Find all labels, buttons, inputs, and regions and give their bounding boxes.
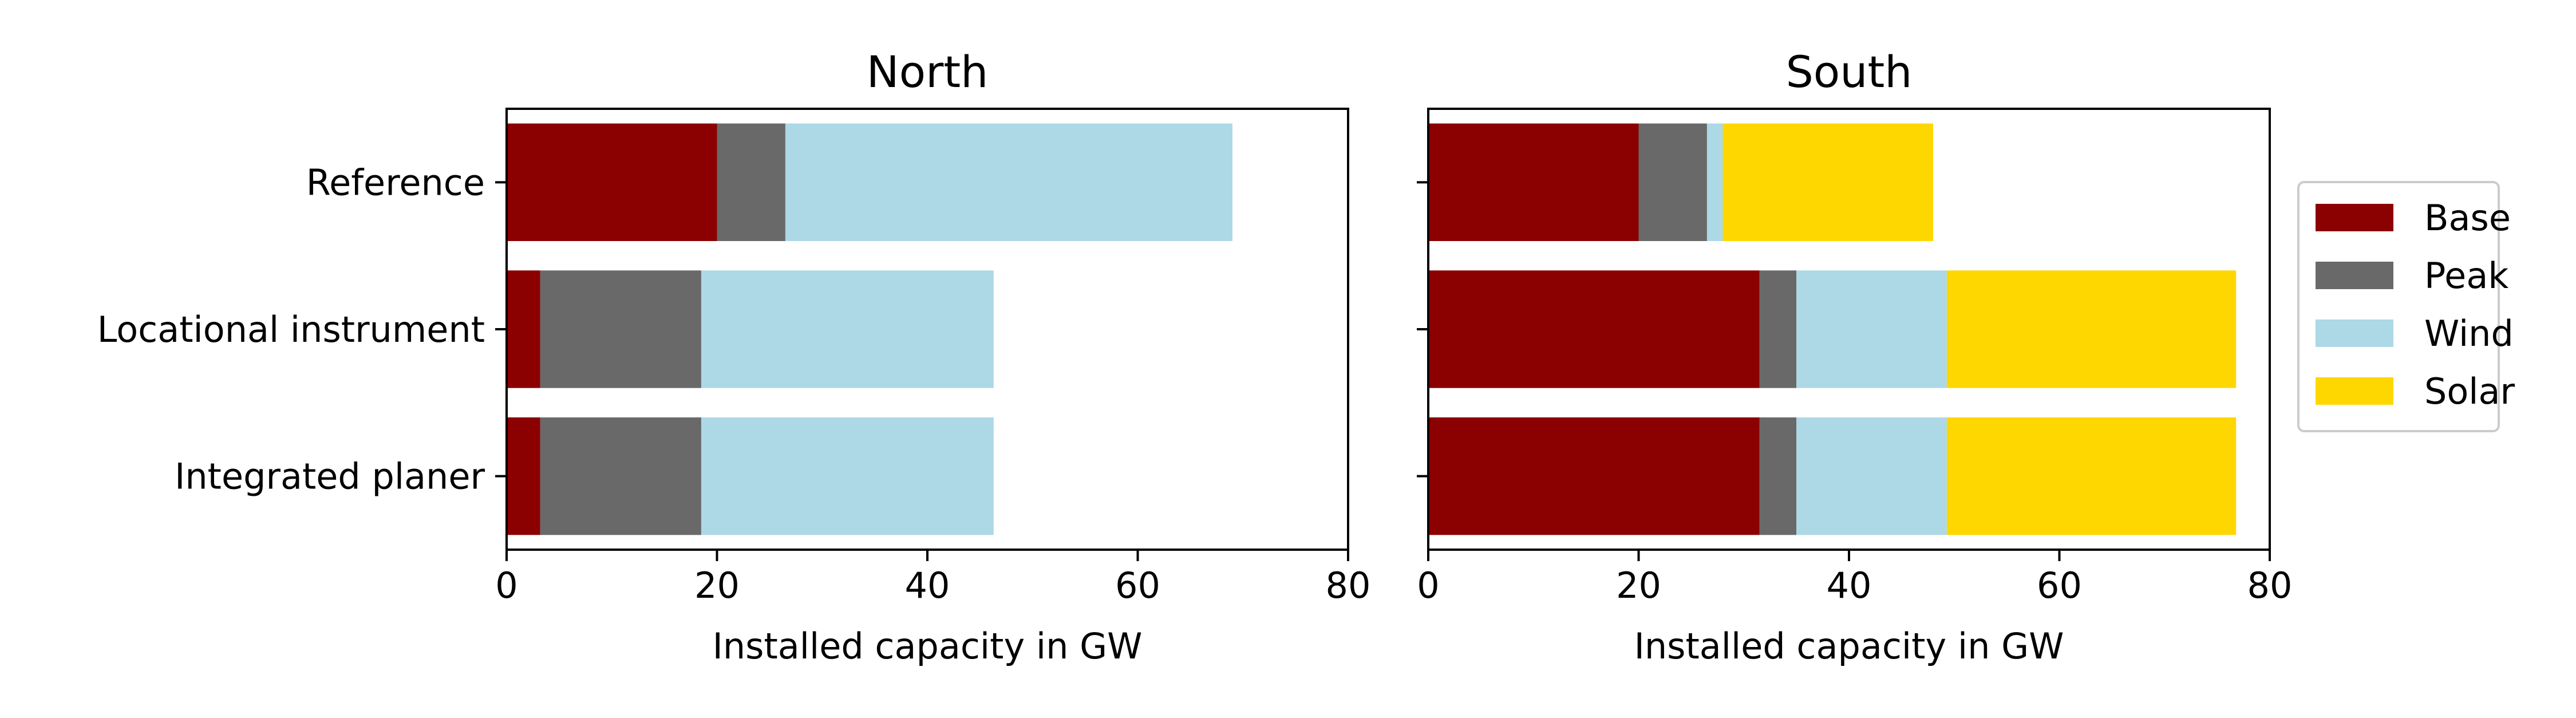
bar-north-base-0 <box>507 123 717 241</box>
bar-south-wind-2 <box>1796 417 1947 535</box>
bar-north-base-2 <box>507 417 540 535</box>
x-tick-label-north-0: 0 <box>495 565 517 606</box>
bar-south-solar-0 <box>1722 123 1933 241</box>
bar-north-peak-0 <box>717 123 785 241</box>
bar-north-wind-0 <box>785 123 1232 241</box>
bar-south-peak-1 <box>1759 270 1797 388</box>
bar-south-solar-2 <box>1946 417 2237 535</box>
bar-south-base-1 <box>1428 270 1760 388</box>
bar-south-peak-2 <box>1759 417 1797 535</box>
y-tick-label-1: Locational instrument <box>97 309 485 350</box>
x-tick-label-south-2: 40 <box>1827 565 1872 606</box>
legend-swatch-peak <box>2316 262 2393 289</box>
bar-south-base-2 <box>1428 417 1760 535</box>
bar-north-base-1 <box>507 270 540 388</box>
x-tick-label-north-1: 20 <box>694 565 740 606</box>
bar-north-peak-2 <box>540 417 701 535</box>
x-tick-label-south-4: 80 <box>2247 565 2293 606</box>
x-tick-label-south-3: 60 <box>2037 565 2082 606</box>
bar-south-solar-1 <box>1946 270 2237 388</box>
bar-north-wind-2 <box>701 417 994 535</box>
bar-north-wind-1 <box>701 270 994 388</box>
y-tick-label-2: Integrated planer <box>175 456 485 498</box>
legend-swatch-solar <box>2316 377 2393 405</box>
x-tick-label-north-2: 40 <box>905 565 950 606</box>
bar-south-wind-0 <box>1706 123 1723 241</box>
legend-label-peak: Peak <box>2424 255 2508 297</box>
x-tick-label-north-3: 60 <box>1115 565 1160 606</box>
legend-label-base: Base <box>2424 197 2511 239</box>
panel-title-south: South <box>1786 46 1913 97</box>
bar-south-wind-1 <box>1796 270 1947 388</box>
x-axis-label-north: Installed capacity in GW <box>713 625 1143 667</box>
legend-swatch-wind <box>2316 319 2393 347</box>
x-tick-label-south-0: 0 <box>1417 565 1439 606</box>
bar-north-peak-1 <box>540 270 701 388</box>
legend-box <box>2297 181 2500 432</box>
x-tick-label-south-1: 20 <box>1616 565 1661 606</box>
legend-swatch-base <box>2316 204 2393 231</box>
x-axis-label-south: Installed capacity in GW <box>1634 625 2064 667</box>
bar-south-base-0 <box>1428 123 1639 241</box>
legend-label-solar: Solar <box>2424 370 2515 412</box>
bar-south-peak-0 <box>1638 123 1707 241</box>
x-tick-label-north-4: 80 <box>1326 565 1371 606</box>
y-tick-label-0: Reference <box>306 161 485 203</box>
panel-title-north: North <box>867 46 989 97</box>
legend-label-wind: Wind <box>2424 313 2514 354</box>
